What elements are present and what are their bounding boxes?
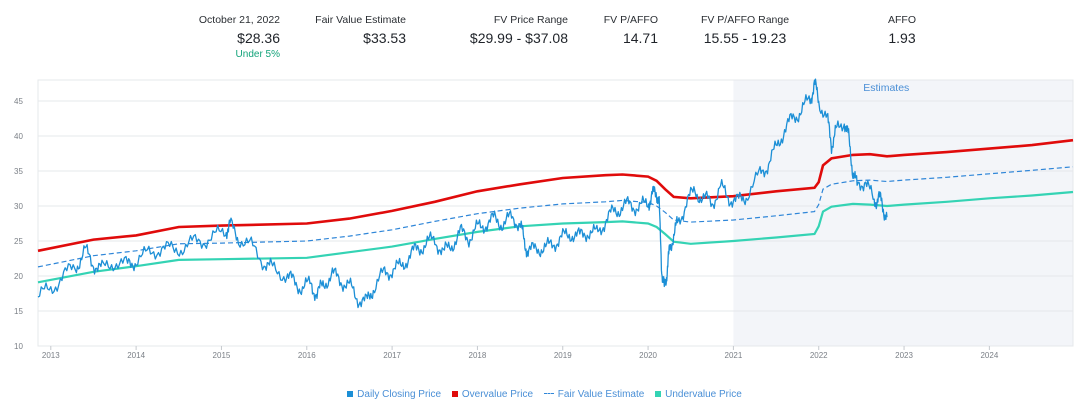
x-tick-label: 2013 [42, 351, 60, 360]
legend-item-overvalue[interactable]: Overvalue Price [451, 389, 534, 400]
legend-label-overvalue: Overvalue Price [461, 389, 534, 400]
affo-stat: AFFO 1.93 [872, 14, 932, 46]
x-tick-label: 2018 [469, 351, 487, 360]
fve-value: $33.53 [363, 30, 406, 46]
affo-label: AFFO [888, 14, 916, 26]
range-stat: FV Price Range $29.99 - $37.08 [450, 14, 568, 46]
series-line-price [37, 78, 888, 309]
pafo-label: FV P/AFFO [603, 14, 658, 26]
range-label: FV Price Range [493, 14, 568, 26]
plot-frame [37, 79, 1074, 347]
pafo-stat: FV P/AFFO 14.71 [592, 14, 658, 46]
price-under-badge: Under 5% [235, 49, 280, 60]
series-line-fair [37, 166, 1074, 268]
legend-item-fair-value[interactable]: Fair Value Estimate [543, 389, 645, 400]
x-tick-label: 2023 [895, 351, 913, 360]
affo-value: 1.93 [888, 30, 916, 46]
pafo-range-label: FV P/AFFO Range [700, 14, 790, 26]
range-value: $29.99 - $37.08 [469, 30, 568, 46]
x-tick-label: 2024 [980, 351, 998, 360]
y-tick-label: 30 [14, 202, 23, 211]
legend-item-undervalue[interactable]: Undervalue Price [655, 389, 742, 400]
estimates-region [733, 80, 1073, 346]
legend-swatch-fair-value [543, 393, 554, 394]
y-tick-label: 25 [14, 237, 23, 246]
x-tick-label: 2022 [810, 351, 828, 360]
chart-legend: Daily Closing Price Overvalue Price Fair… [0, 389, 1089, 400]
legend-label-fair-value: Fair Value Estimate [557, 389, 645, 400]
pafo-value: 14.71 [622, 30, 658, 46]
price-date-label: October 21, 2022 [198, 14, 280, 26]
y-tick-label: 15 [14, 307, 23, 316]
x-tick-label: 2017 [383, 351, 401, 360]
legend-swatch-undervalue [655, 391, 662, 397]
legend-item-daily-price[interactable]: Daily Closing Price [347, 389, 441, 400]
legend-label-undervalue: Undervalue Price [665, 389, 742, 400]
y-tick-label: 20 [14, 272, 23, 281]
x-tick-label: 2014 [127, 351, 145, 360]
legend-swatch-overvalue [451, 391, 458, 397]
legend-label-price: Daily Closing Price [357, 389, 442, 400]
x-tick-label: 2016 [298, 351, 316, 360]
y-tick-label: 45 [14, 97, 23, 106]
pafo-range-value: 15.55 - 19.23 [703, 30, 787, 46]
fve-label: Fair Value Estimate [315, 14, 406, 26]
x-tick-label: 2021 [725, 351, 743, 360]
y-tick-label: 40 [14, 132, 23, 141]
price-value: $28.36 [237, 30, 280, 46]
y-tick-label: 10 [14, 342, 23, 351]
x-tick-label: 2015 [213, 351, 231, 360]
y-tick-label: 35 [14, 167, 23, 176]
series-line-over [37, 138, 1074, 253]
price-stat: October 21, 2022 $28.36 Under 5% [170, 14, 280, 60]
series-line-under [37, 190, 1074, 284]
x-tick-label: 2019 [554, 351, 572, 360]
pafo-range-stat: FV P/AFFO Range 15.55 - 19.23 [692, 14, 798, 46]
legend-swatch-price [347, 391, 354, 397]
fve-stat: Fair Value Estimate $33.53 [300, 14, 406, 46]
x-tick-label: 2020 [639, 351, 657, 360]
estimates-label: Estimates [863, 82, 909, 94]
